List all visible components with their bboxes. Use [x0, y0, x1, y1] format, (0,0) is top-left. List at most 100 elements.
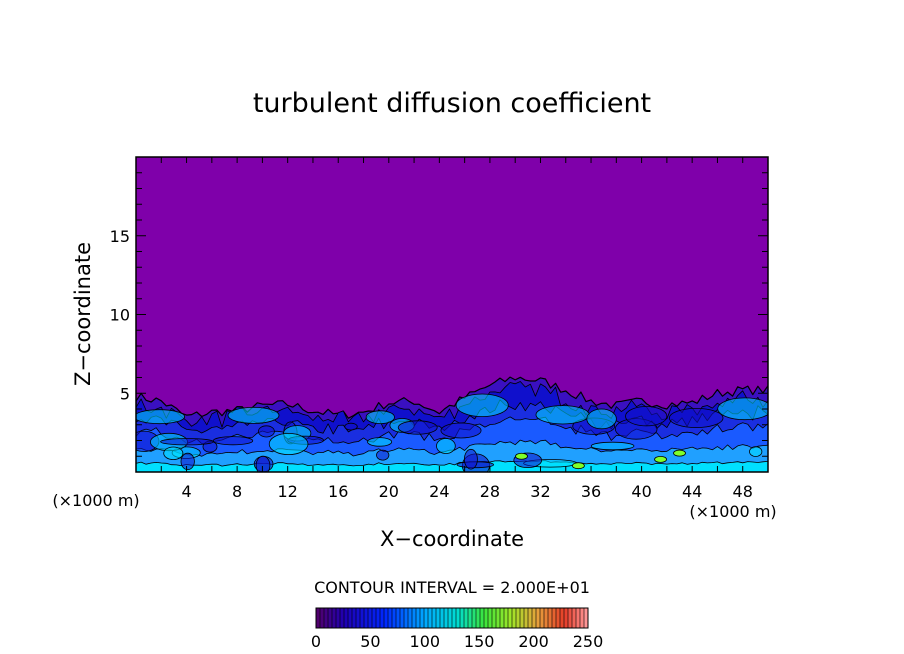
colorbar-tick-label: 250 [573, 632, 604, 651]
chart-title: turbulent diffusion coefficient [253, 88, 651, 119]
eddy-contour [586, 408, 617, 430]
x-tick-label: 24 [429, 482, 449, 501]
colorbar-swatch [508, 608, 513, 628]
colorbar-swatch [488, 608, 493, 628]
colorbar-swatch [388, 608, 393, 628]
eddy-contour [535, 405, 590, 425]
x-axis: 4 8 12 16 20 24 28 32 36 40 44 48 [160, 157, 753, 501]
eddy-contour [436, 438, 456, 454]
colorbar-swatch [396, 608, 401, 628]
colorbar-tick-label: 150 [464, 632, 495, 651]
colorbar-swatch [400, 608, 405, 628]
eddy-contour [163, 446, 184, 461]
x-tick-label: 48 [733, 482, 753, 501]
colorbar-swatch [336, 608, 341, 628]
colorbar-swatch [416, 608, 421, 628]
colorbar-swatch [520, 608, 525, 628]
colorbar-tick-label: 100 [410, 632, 441, 651]
x-tick-label: 32 [530, 482, 550, 501]
y-unit-label: (×1000 m) [52, 491, 139, 510]
eddy-contour [749, 446, 763, 457]
eddy-contour [180, 452, 195, 470]
colorbar-swatch [516, 608, 521, 628]
x-tick-label: 4 [181, 482, 191, 501]
colorbar-swatch [540, 608, 545, 628]
colorbar-swatch [384, 608, 389, 628]
hotspot-contour [654, 455, 667, 463]
contour-band [136, 460, 768, 472]
x-tick-label: 36 [581, 482, 601, 501]
colorbar-swatch [376, 608, 381, 628]
colorbar-swatch [504, 608, 509, 628]
colorbar-swatch [584, 608, 589, 628]
eddy-contour [367, 437, 393, 447]
colorbar-swatch [500, 608, 505, 628]
colorbar-swatch [404, 608, 409, 628]
colorbar-swatch [496, 608, 501, 628]
colorbar-swatch [372, 608, 377, 628]
eddy-contour [440, 422, 482, 439]
colorbar-swatch [328, 608, 333, 628]
eddy-contour [376, 449, 390, 461]
colorbar-swatch [424, 608, 429, 628]
x-tick-label: 12 [278, 482, 298, 501]
colorbar-swatch [420, 608, 425, 628]
colorbar-swatch [320, 608, 325, 628]
colorbar-swatch [568, 608, 573, 628]
eddy-contour [344, 422, 358, 431]
colorbar-swatch [556, 608, 561, 628]
colorbar-swatch [332, 608, 337, 628]
x-tick-label: 28 [480, 482, 500, 501]
colorbar-swatch [444, 608, 449, 628]
eddy-contour [160, 438, 214, 446]
x-tick-label: 16 [328, 482, 348, 501]
colorbar-swatch [448, 608, 453, 628]
colorbar-swatch [368, 608, 373, 628]
y-tick-label: 5 [120, 384, 130, 403]
colorbar-swatch [408, 608, 413, 628]
colorbar [315, 607, 589, 629]
colorbar-swatch [536, 608, 541, 628]
eddy-contour [590, 441, 635, 451]
colorbar-swatch [348, 608, 353, 628]
y-axis-title: Z−coordinate [71, 242, 95, 386]
hotspot-contour [515, 452, 528, 460]
colorbar-swatch [316, 608, 321, 628]
colorbar-swatch [360, 608, 365, 628]
colorbar-swatch [364, 608, 369, 628]
hotspot-contour [673, 449, 686, 457]
colorbar-swatch [472, 608, 477, 628]
colorbar-frame [315, 607, 589, 629]
turbulence-field [136, 376, 768, 472]
eddy-contour [397, 420, 438, 435]
colorbar-tick-label: 0 [311, 632, 321, 651]
colorbar-swatch [548, 608, 553, 628]
colorbar-swatch [340, 608, 345, 628]
eddy-contour [365, 410, 395, 425]
colorbar-swatch [564, 608, 569, 628]
y-axis: 5 10 15 [110, 172, 768, 457]
colorbar-swatch [468, 608, 473, 628]
eddy-contour [669, 407, 724, 428]
x-unit-label: (×1000 m) [689, 502, 776, 521]
x-tick-label: 8 [232, 482, 242, 501]
y-tick-label: 15 [110, 227, 130, 246]
colorbar-swatch [484, 608, 489, 628]
colorbar-swatch [452, 608, 457, 628]
eddy-contour [227, 406, 280, 424]
hotspot-contour [572, 462, 585, 470]
colorbar-swatch [464, 608, 469, 628]
colorbar-swatch [380, 608, 385, 628]
colorbar-swatch [532, 608, 537, 628]
colorbar-swatch [352, 608, 357, 628]
contour-interval-label: CONTOUR INTERVAL = 2.000E+01 [314, 578, 590, 597]
y-tick-label: 10 [110, 306, 130, 325]
eddy-contour [255, 455, 271, 472]
colorbar-swatch [552, 608, 557, 628]
colorbar-swatch [524, 608, 529, 628]
eddy-contour [717, 397, 768, 421]
colorbar-swatch [528, 608, 533, 628]
eddy-contour [455, 393, 509, 418]
x-tick-label: 20 [379, 482, 399, 501]
